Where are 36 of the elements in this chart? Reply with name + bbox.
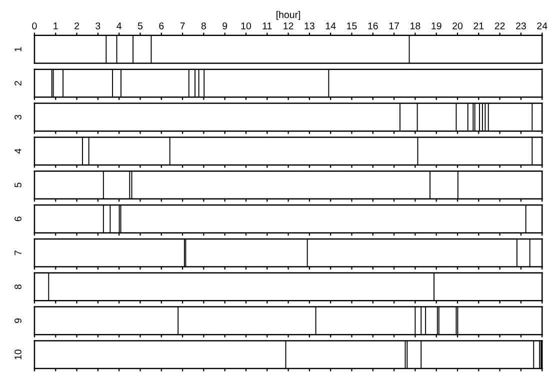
- y-axis-title: 3: [14, 114, 22, 120]
- x-tick-label: 1: [54, 22, 58, 30]
- x-tick-label: 17: [389, 22, 399, 30]
- y-axis-title: 1: [14, 47, 22, 52]
- x-tick-label: 5: [138, 22, 143, 30]
- x-tick-label: 10: [241, 22, 252, 30]
- x-tick-label: 13: [304, 22, 314, 30]
- x-tick-label: 15: [347, 22, 357, 30]
- x-tick-label: 14: [326, 22, 336, 30]
- x-tick-label: 12: [284, 22, 294, 30]
- x-tick-label: 3: [96, 22, 100, 30]
- x-tick-label: 16: [368, 22, 378, 30]
- x-tick-label: 2: [74, 22, 79, 30]
- x-tick-label: 23: [516, 22, 526, 30]
- x-tick-label: 21: [474, 22, 484, 30]
- x-tick-label: 6: [159, 22, 164, 30]
- x-tick-label: 19: [432, 22, 442, 30]
- y-axis-title: 10: [14, 350, 22, 360]
- x-tick-label: 9: [222, 22, 228, 30]
- x-tick-label: 8: [201, 22, 206, 30]
- y-axis-title: 9: [14, 318, 22, 323]
- x-tick-label: 4: [116, 22, 122, 30]
- x-tick-label: 11: [262, 22, 272, 30]
- x-tick-label: 20: [452, 22, 463, 30]
- y-axis-title: 8: [14, 284, 22, 290]
- y-axis-title: 7: [14, 250, 22, 256]
- y-axis-title: 2: [14, 81, 22, 86]
- x-tick-label: 0: [32, 22, 37, 30]
- x-tick-label: 24: [537, 22, 548, 30]
- y-axis-title: 4: [14, 148, 22, 154]
- x-tick-label: 22: [494, 22, 505, 30]
- x-tick-label: 18: [410, 22, 420, 30]
- x-tick-label: 7: [180, 22, 185, 30]
- x-axis-title: [hour]: [276, 10, 300, 20]
- y-axis-title: 5: [14, 182, 22, 188]
- y-axis-title: 6: [14, 216, 22, 222]
